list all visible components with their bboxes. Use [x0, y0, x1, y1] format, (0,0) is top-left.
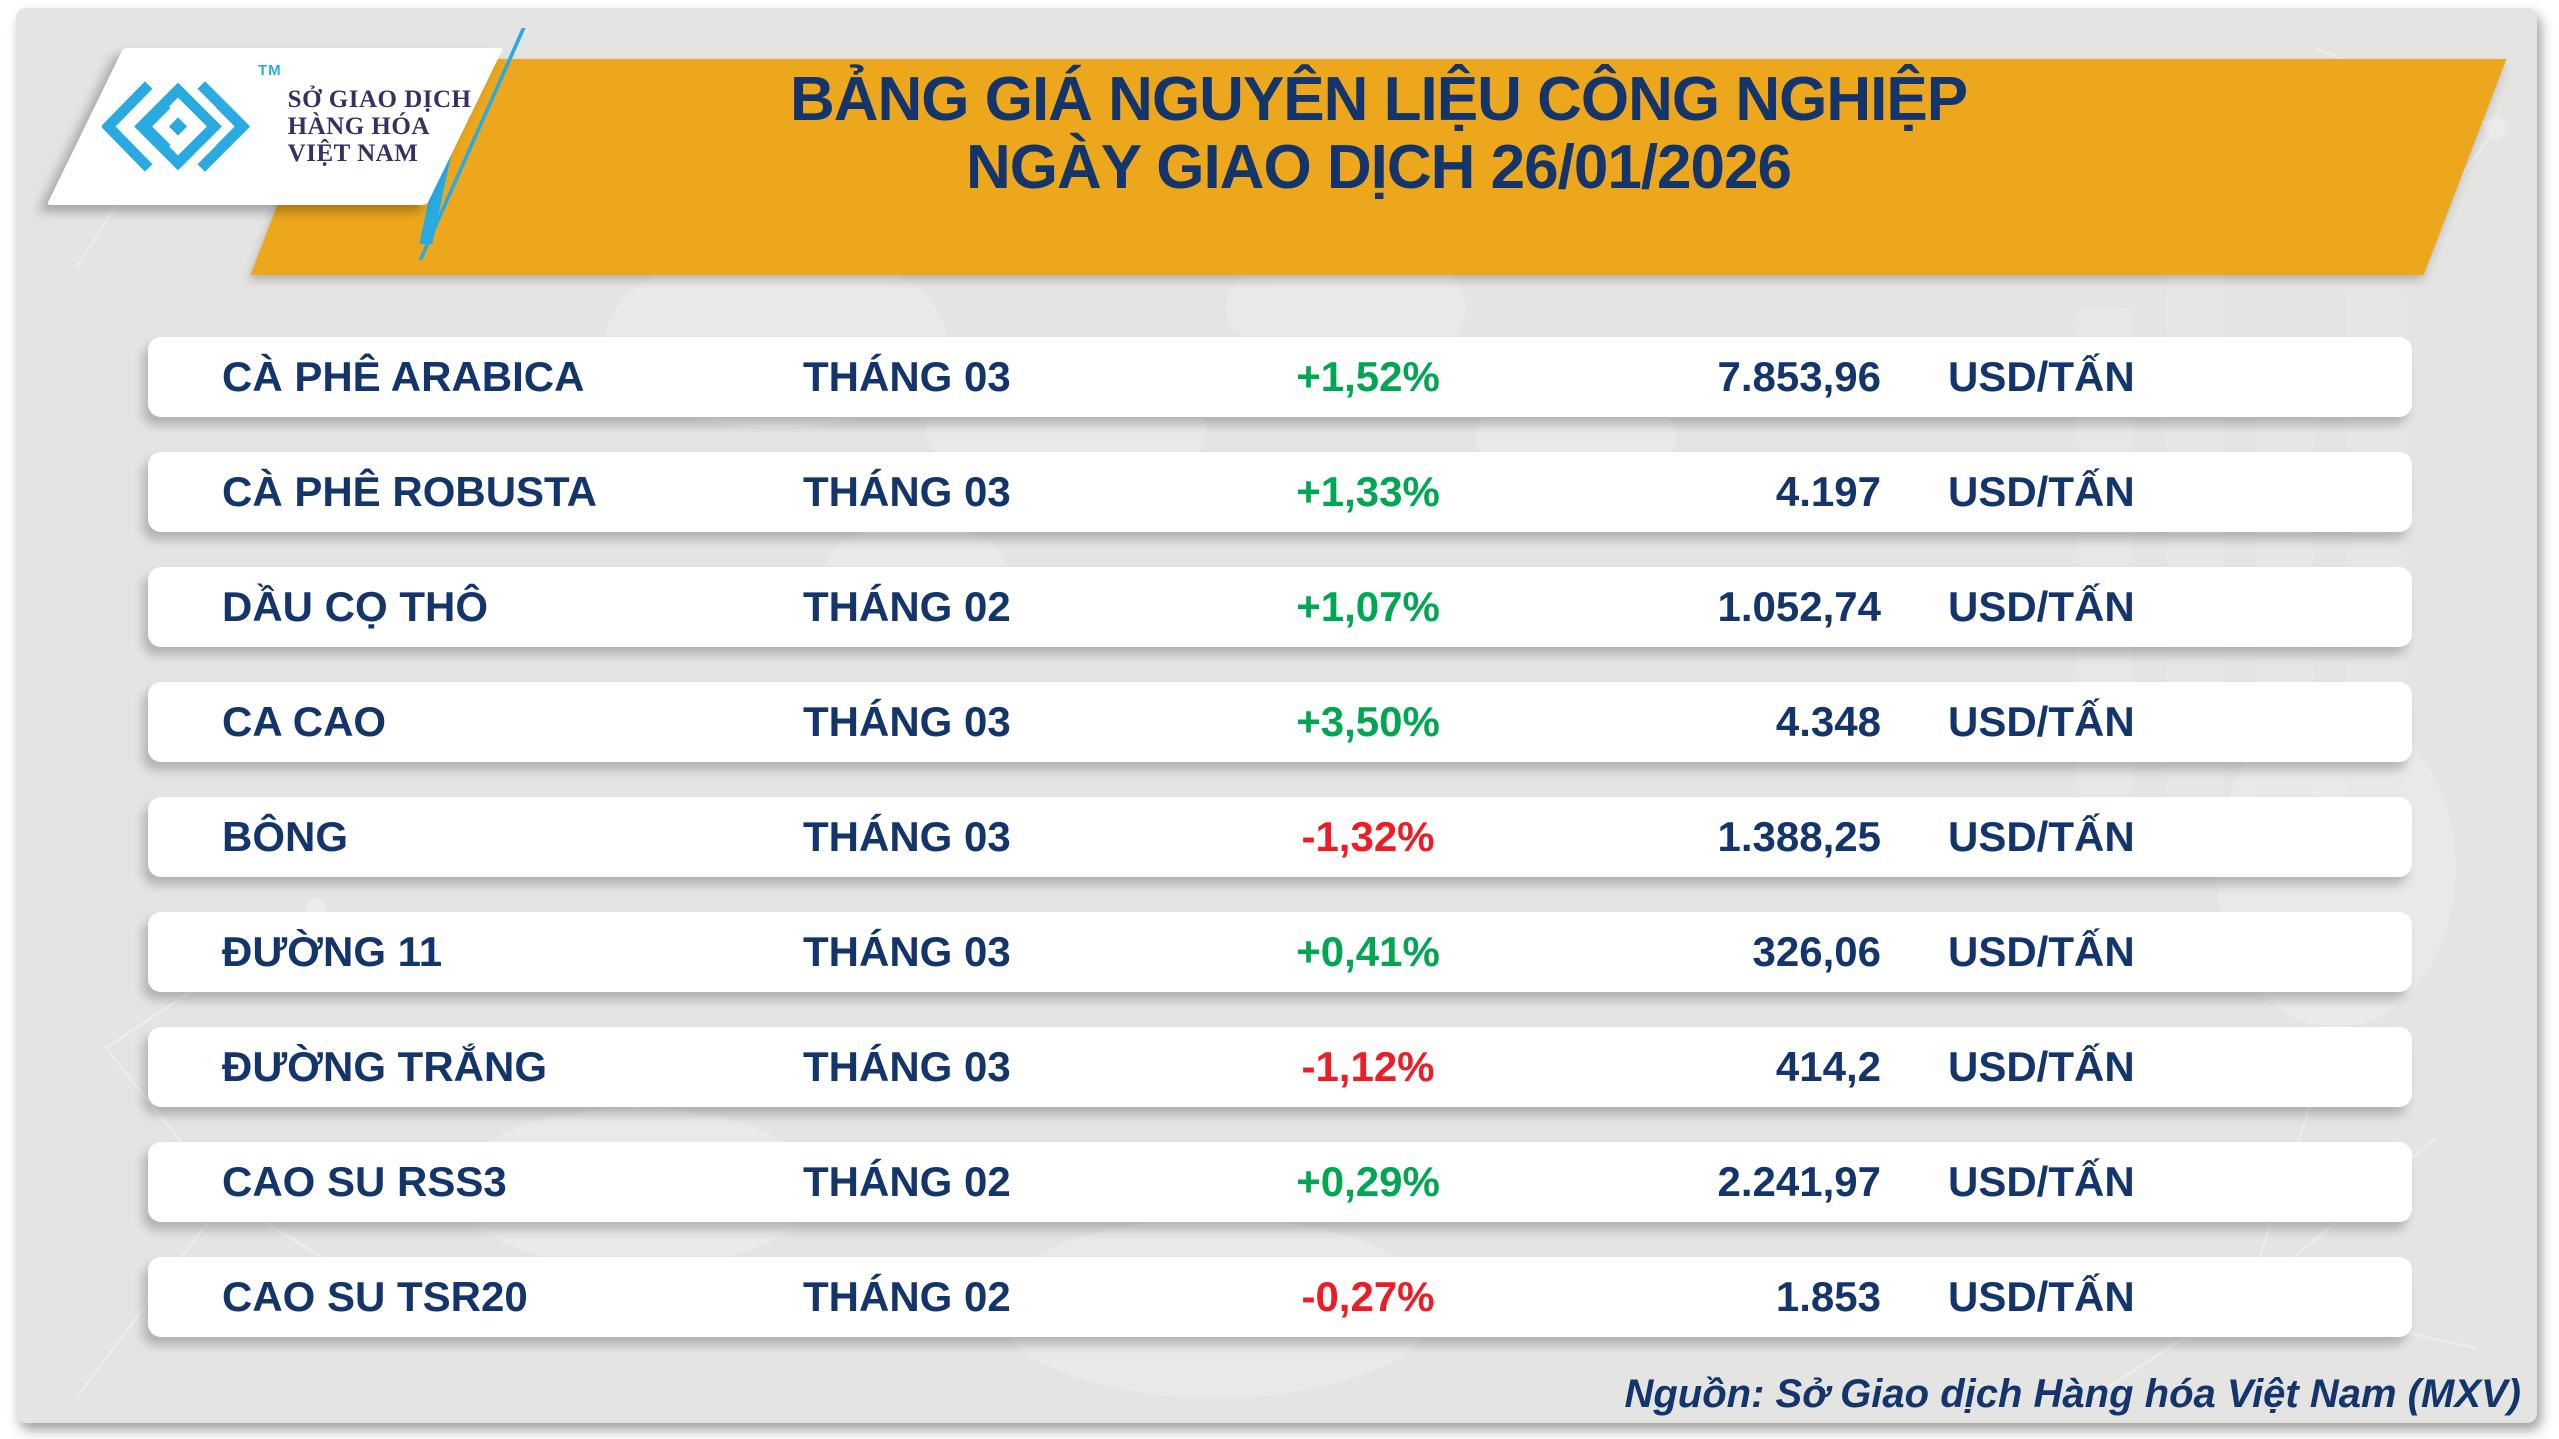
commodity-name: ĐƯỜNG 11 [222, 928, 443, 975]
change-percent: -1,32% [1301, 813, 1435, 860]
commodity-name: CAO SU TSR20 [222, 1273, 528, 1320]
contract-month: THÁNG 02 [803, 583, 1011, 630]
price-value: 7.853,96 [1717, 353, 1882, 400]
contract-month: THÁNG 03 [803, 353, 1011, 400]
price-unit: USD/TẤN [1948, 1158, 2135, 1205]
contract-month: THÁNG 02 [803, 1273, 1011, 1320]
price-value: 4.348 [1775, 698, 1881, 745]
price-unit: USD/TẤN [1948, 698, 2135, 745]
table-row: CA CAO THÁNG 03 +3,50% 4.348 USD/TẤN [148, 682, 2412, 762]
table-row: DẦU CỌ THÔ THÁNG 02 +1,07% 1.052,74 USD/… [148, 567, 2412, 647]
price-unit: USD/TẤN [1948, 353, 2135, 400]
contract-month: THÁNG 03 [803, 468, 1011, 515]
contract-month: THÁNG 03 [803, 813, 1011, 860]
change-percent: +0,41% [1296, 928, 1440, 975]
table-row: ĐƯỜNG TRẮNG THÁNG 03 -1,12% 414,2 USD/TẤ… [148, 1027, 2412, 1107]
logo-wordmark-line-3: VIỆT NAM [287, 140, 419, 167]
price-value: 326,06 [1752, 928, 1881, 975]
change-percent: -1,12% [1301, 1043, 1435, 1090]
change-percent: +1,07% [1296, 583, 1440, 630]
price-unit: USD/TẤN [1948, 1043, 2135, 1090]
price-unit: USD/TẤN [1948, 813, 2135, 860]
price-table: CÀ PHÊ ARABICA THÁNG 03 +1,52% 7.853,96 … [148, 337, 2412, 1372]
commodity-name: CA CAO [222, 698, 387, 745]
price-unit: USD/TẤN [1948, 1273, 2135, 1320]
table-row: CAO SU TSR20 THÁNG 02 -0,27% 1.853 USD/T… [148, 1257, 2412, 1337]
commodity-name: ĐƯỜNG TRẮNG [222, 1043, 547, 1090]
source-note: Nguồn: Sở Giao dịch Hàng hóa Việt Nam (M… [1624, 1372, 2521, 1416]
change-percent: -0,27% [1301, 1273, 1435, 1320]
commodity-name: CAO SU RSS3 [222, 1158, 507, 1205]
price-value: 4.197 [1775, 468, 1881, 515]
table-row: CAO SU RSS3 THÁNG 02 +0,29% 2.241,97 USD… [148, 1142, 2412, 1222]
table-row: BÔNG THÁNG 03 -1,32% 1.388,25 USD/TẤN [148, 797, 2412, 877]
price-value: 414,2 [1775, 1043, 1881, 1090]
contract-month: THÁNG 03 [803, 1043, 1011, 1090]
commodity-name: DẦU CỌ THÔ [222, 583, 488, 630]
price-unit: USD/TẤN [1948, 928, 2135, 975]
price-value: 1.853 [1775, 1273, 1881, 1320]
trademark-label: TM [258, 62, 282, 79]
price-value: 1.388,25 [1717, 813, 1882, 860]
contract-month: THÁNG 03 [803, 698, 1011, 745]
change-percent: +1,52% [1296, 353, 1440, 400]
change-percent: +3,50% [1296, 698, 1440, 745]
price-value: 1.052,74 [1717, 583, 1882, 630]
logo-wordmark-line-2: HÀNG HÓA [287, 113, 430, 140]
contract-month: THÁNG 03 [803, 928, 1011, 975]
table-row: CÀ PHÊ ARABICA THÁNG 03 +1,52% 7.853,96 … [148, 337, 2412, 417]
page-title: BẢNG GIÁ NGUYÊN LIỆU CÔNG NGHIỆP NGÀY GI… [292, 66, 2465, 202]
title-line-2: NGÀY GIAO DỊCH 26/01/2026 [966, 133, 1792, 202]
table-row: CÀ PHÊ ROBUSTA THÁNG 03 +1,33% 4.197 USD… [148, 452, 2412, 532]
price-unit: USD/TẤN [1948, 583, 2135, 630]
change-percent: +1,33% [1296, 468, 1440, 515]
logo: TM SỞ GIAO DỊCH HÀNG HÓA VIỆT NAM [102, 54, 472, 199]
canvas: BẢNG GIÁ NGUYÊN LIỆU CÔNG NGHIỆP NGÀY GI… [16, 8, 2537, 1423]
table-row: ĐƯỜNG 11 THÁNG 03 +0,41% 326,06 USD/TẤN [148, 912, 2412, 992]
contract-month: THÁNG 02 [803, 1158, 1011, 1205]
price-unit: USD/TẤN [1948, 468, 2135, 515]
logo-wordmark: SỞ GIAO DỊCH HÀNG HÓA VIỆT NAM [288, 86, 472, 167]
mxv-logo-icon [102, 81, 251, 172]
commodity-name: CÀ PHÊ ARABICA [222, 353, 585, 400]
commodity-name: BÔNG [222, 813, 348, 860]
commodity-name: CÀ PHÊ ROBUSTA [222, 468, 597, 515]
title-line-1: BẢNG GIÁ NGUYÊN LIỆU CÔNG NGHIỆP [789, 65, 1968, 134]
change-percent: +0,29% [1296, 1158, 1440, 1205]
logo-wordmark-line-1: SỞ GIAO DỊCH [287, 86, 472, 113]
price-value: 2.241,97 [1717, 1158, 1882, 1205]
